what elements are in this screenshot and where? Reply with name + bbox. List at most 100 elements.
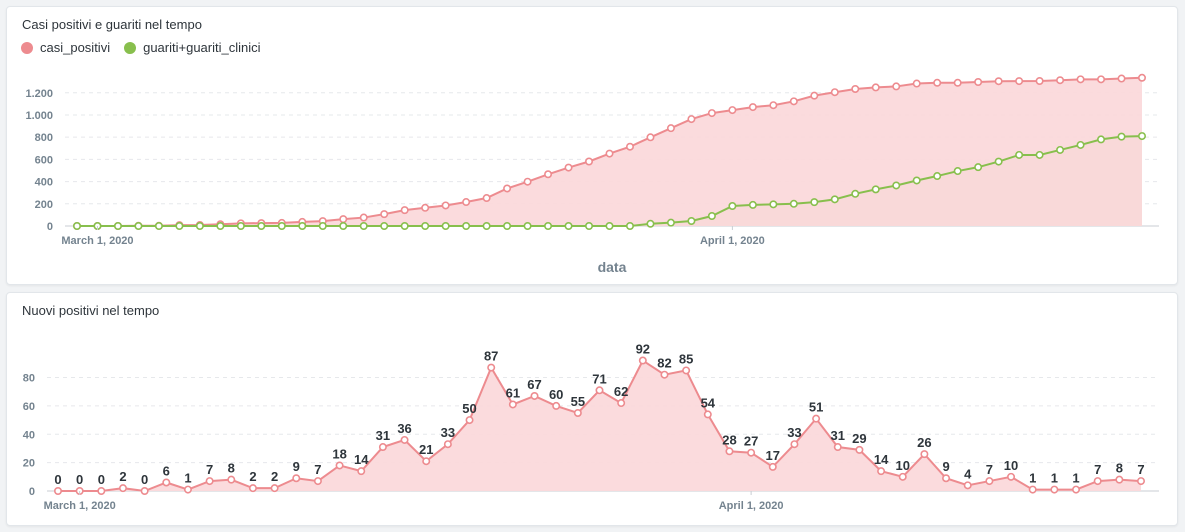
chart-card-nuovi-positivi: Nuovi positivi nel tempo 0 20 40 60 80 0 0 0 2 0 6… bbox=[6, 292, 1178, 526]
data-point bbox=[830, 195, 839, 204]
data-point bbox=[748, 103, 757, 112]
data-point bbox=[1093, 477, 1102, 486]
data-label: 21 bbox=[419, 442, 433, 457]
data-point bbox=[292, 474, 301, 483]
data-point bbox=[1056, 76, 1065, 85]
data-point bbox=[666, 218, 675, 227]
data-point bbox=[205, 477, 214, 486]
data-point bbox=[994, 157, 1003, 166]
data-point bbox=[380, 222, 389, 231]
data-point bbox=[1115, 475, 1124, 484]
legend-label: guariti+guariti_clinici bbox=[143, 40, 261, 55]
legend-item-guariti[interactable]: guariti+guariti_clinici bbox=[124, 40, 261, 55]
data-point bbox=[789, 199, 798, 208]
data-point bbox=[73, 222, 82, 231]
data-point bbox=[257, 222, 266, 231]
data-point bbox=[441, 222, 450, 231]
data-point bbox=[912, 79, 921, 88]
data-point bbox=[378, 443, 387, 452]
data-point bbox=[920, 450, 929, 459]
data-point bbox=[118, 484, 127, 493]
data-label: 7 bbox=[314, 462, 321, 477]
y-tick-label: 0 bbox=[29, 486, 35, 498]
y-tick-label: 0 bbox=[47, 221, 53, 233]
data-label: 14 bbox=[874, 452, 889, 467]
data-point bbox=[462, 198, 471, 207]
data-point bbox=[638, 356, 647, 365]
data-point bbox=[487, 363, 496, 372]
data-point bbox=[318, 222, 327, 231]
data-point bbox=[508, 400, 517, 409]
data-label: 7 bbox=[986, 462, 993, 477]
data-label: 1 bbox=[1072, 471, 1079, 486]
data-point bbox=[400, 206, 409, 215]
data-point bbox=[933, 78, 942, 87]
data-point bbox=[605, 222, 614, 231]
data-point bbox=[544, 222, 553, 231]
data-point bbox=[810, 198, 819, 207]
data-point bbox=[985, 477, 994, 486]
data-point bbox=[769, 101, 778, 110]
data-point bbox=[1035, 150, 1044, 159]
data-point bbox=[523, 222, 532, 231]
data-point bbox=[1007, 472, 1016, 481]
data-point bbox=[523, 177, 532, 186]
data-point bbox=[747, 448, 756, 457]
data-point bbox=[974, 163, 983, 172]
data-point bbox=[585, 157, 594, 166]
data-label: 7 bbox=[1094, 462, 1101, 477]
data-point bbox=[530, 391, 539, 400]
data-point bbox=[195, 222, 204, 231]
legend-dot-icon bbox=[21, 41, 33, 54]
data-point bbox=[687, 115, 696, 124]
data-point bbox=[227, 475, 236, 484]
data-point bbox=[421, 222, 430, 231]
data-point bbox=[833, 443, 842, 452]
data-label: 87 bbox=[484, 349, 498, 364]
data-point bbox=[1072, 485, 1081, 494]
data-point bbox=[400, 222, 409, 231]
data-label: 9 bbox=[293, 459, 300, 474]
x-tick-label: March 1, 2020 bbox=[61, 235, 133, 247]
data-point bbox=[552, 401, 561, 410]
data-label: 0 bbox=[54, 472, 61, 487]
x-tick-label: April 1, 2020 bbox=[700, 235, 765, 247]
data-point bbox=[134, 222, 143, 231]
data-point bbox=[503, 184, 512, 193]
data-point bbox=[942, 474, 951, 483]
series-area-positivi bbox=[58, 360, 1141, 491]
data-point bbox=[53, 487, 62, 496]
data-point bbox=[830, 88, 839, 97]
data-point bbox=[974, 77, 983, 86]
y-tick-label: 1.000 bbox=[25, 110, 53, 122]
data-point bbox=[605, 149, 614, 158]
data-label: 17 bbox=[766, 448, 780, 463]
data-point bbox=[1076, 75, 1085, 84]
data-label: 55 bbox=[571, 394, 585, 409]
data-point bbox=[646, 219, 655, 228]
y-tick-label: 80 bbox=[23, 373, 35, 385]
data-point bbox=[462, 222, 471, 231]
legend-item-casi-positivi[interactable]: casi_positivi bbox=[21, 40, 110, 55]
data-point bbox=[503, 222, 512, 231]
y-tick-label: 200 bbox=[35, 199, 53, 211]
x-tick-label: March 1, 2020 bbox=[44, 500, 116, 512]
data-point bbox=[725, 447, 734, 456]
data-point bbox=[707, 109, 716, 118]
data-label: 67 bbox=[527, 377, 541, 392]
data-point bbox=[646, 133, 655, 142]
data-label: 29 bbox=[852, 431, 866, 446]
data-point bbox=[443, 440, 452, 449]
data-point bbox=[660, 370, 669, 379]
chart-title: Casi positivi e guariti nel tempo bbox=[22, 17, 202, 32]
data-point bbox=[617, 399, 626, 408]
data-point bbox=[1137, 477, 1146, 486]
data-point bbox=[421, 203, 430, 212]
data-point bbox=[335, 461, 344, 470]
data-point bbox=[789, 97, 798, 106]
data-point bbox=[1097, 75, 1106, 84]
data-point bbox=[216, 222, 225, 231]
y-tick-label: 600 bbox=[35, 154, 53, 166]
data-point bbox=[1117, 132, 1126, 141]
data-point bbox=[1117, 74, 1126, 83]
